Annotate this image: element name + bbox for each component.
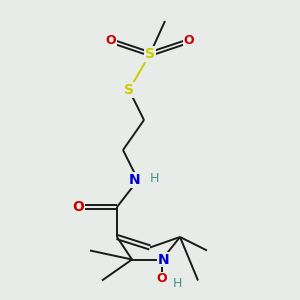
Text: N: N xyxy=(129,173,141,187)
Text: O: O xyxy=(72,200,84,214)
Text: S: S xyxy=(124,83,134,97)
Text: O: O xyxy=(106,34,116,47)
Text: N: N xyxy=(158,253,169,266)
Text: O: O xyxy=(184,34,194,47)
Text: H: H xyxy=(172,277,182,290)
Text: S: S xyxy=(145,47,155,61)
Text: O: O xyxy=(157,272,167,286)
Text: H: H xyxy=(150,172,159,185)
